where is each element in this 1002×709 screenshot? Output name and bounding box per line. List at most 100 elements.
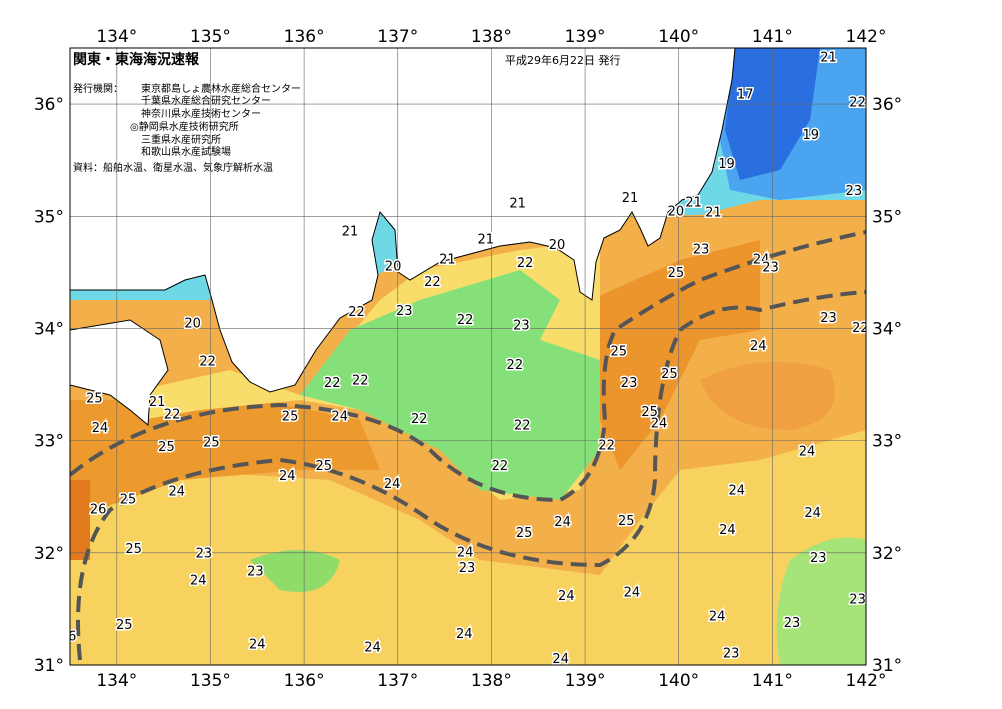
- contour-label: 21: [478, 232, 495, 247]
- lon-label-top: 141°: [752, 27, 793, 47]
- issuer-heading: 発行機関：: [73, 82, 123, 95]
- warm-core: [70, 480, 90, 560]
- contour-label: 22: [492, 459, 509, 474]
- lat-label-left: 33°: [34, 432, 64, 452]
- contour-label: 17: [737, 88, 754, 103]
- contour-label: 24: [384, 477, 401, 492]
- contour-label: 22: [507, 358, 524, 373]
- lon-label-top: 136°: [284, 27, 325, 47]
- contour-label: 22: [348, 305, 365, 320]
- lat-label-right: 35°: [872, 207, 902, 227]
- contour-label: 24: [457, 545, 474, 560]
- contour-label: 20: [385, 259, 402, 274]
- contour-label: 25: [668, 266, 685, 281]
- contour-label: 21: [622, 191, 639, 206]
- contour-label: 21: [509, 196, 526, 211]
- contour-label: 23: [513, 319, 530, 334]
- issuer: 東京都島しょ農林水産総合センター: [141, 82, 301, 95]
- contour-label: 26: [90, 503, 107, 518]
- graticule: [70, 48, 866, 665]
- contour-label: 26: [60, 629, 77, 644]
- lon-label-top: 135°: [190, 27, 231, 47]
- lon-label-bottom: 142°: [846, 671, 887, 691]
- contour-label: 25: [661, 367, 678, 382]
- contour-label: 23: [196, 546, 213, 561]
- contour-label: 23: [693, 242, 710, 257]
- axis-ticks: 134° 134° 135° 135° 136° 136° 137° 137° 138° 138°…: [34, 27, 902, 691]
- contour-label: 23: [849, 592, 866, 607]
- issuer: 和歌山県水産試験場: [141, 145, 231, 158]
- lon-label-top: 140°: [658, 27, 699, 47]
- contour-label: 24: [753, 253, 770, 268]
- land: [70, 319, 169, 427]
- contour-label: 24: [190, 573, 207, 588]
- contour-label: 21: [685, 195, 702, 210]
- lon-label-bottom: 141°: [752, 671, 793, 691]
- contour-label: 24: [799, 444, 816, 459]
- lon-label-bottom: 137°: [377, 671, 418, 691]
- contour-label: 22: [852, 321, 869, 336]
- contour-label: 24: [552, 652, 569, 667]
- lon-label-bottom: 136°: [284, 671, 325, 691]
- cool-patch: [250, 550, 340, 592]
- contour-label: 22: [424, 275, 441, 290]
- contour-label: 19: [718, 157, 735, 172]
- issue-date: 平成29年6月22日 発行: [505, 53, 621, 67]
- contour-label: 23: [820, 311, 837, 326]
- contour-label: 24: [558, 589, 575, 604]
- contour-label: 24: [804, 506, 821, 521]
- contour-label: 25: [125, 542, 142, 557]
- map-frame: [69, 47, 867, 666]
- contour-label: 20: [549, 238, 566, 253]
- contour-label: 24: [92, 421, 109, 436]
- lat-label-right: 32°: [872, 544, 902, 564]
- contour-label: 22: [324, 376, 341, 391]
- contour-label: 25: [641, 405, 658, 420]
- warm-zone: [70, 430, 866, 665]
- lat-label-right: 34°: [872, 319, 902, 339]
- contour-label: 24: [456, 627, 473, 642]
- contour-label: 21: [705, 205, 722, 220]
- contour-label: 25: [203, 435, 220, 450]
- warm-patch: [700, 362, 835, 430]
- contour-label: 24: [364, 641, 381, 656]
- land: [70, 48, 736, 393]
- contour-label: 22: [199, 355, 216, 370]
- contour-label: 19: [802, 128, 819, 143]
- lon-label-bottom: 139°: [565, 671, 606, 691]
- lon-label-bottom: 135°: [190, 671, 231, 691]
- contour-label: 23: [762, 260, 779, 275]
- lat-label-right: 31°: [872, 656, 902, 676]
- lon-label-top: 138°: [471, 27, 512, 47]
- contour-label: 25: [116, 618, 133, 633]
- lon-label-top: 139°: [565, 27, 606, 47]
- contour-label: 20: [668, 204, 685, 219]
- cool-zone: [300, 270, 600, 500]
- contour-label: 24: [168, 485, 185, 500]
- contour-label: 24: [279, 469, 296, 484]
- contour-label: 21: [149, 395, 166, 410]
- kuroshio-axis: [70, 230, 866, 503]
- warm-band: [590, 240, 760, 470]
- issuer: ◎静岡県水産技術研究所: [130, 120, 239, 133]
- contour-label: 23: [723, 646, 740, 661]
- lat-label-left: 32°: [34, 544, 64, 564]
- contour-label: 22: [514, 419, 531, 434]
- contour-label: 23: [621, 376, 638, 391]
- issuer: 神奈川県水産技術センター: [141, 107, 261, 120]
- contour-label: 25: [610, 345, 627, 360]
- lon-label-top: 134°: [96, 27, 137, 47]
- lat-label-right: 33°: [872, 432, 902, 452]
- contour-label: 25: [316, 459, 333, 474]
- contour-label: 24: [249, 637, 266, 652]
- contour-label: 23: [459, 561, 476, 576]
- contour-label: 22: [849, 95, 866, 110]
- lat-label-left: 35°: [34, 207, 64, 227]
- contour-label: 22: [164, 407, 181, 422]
- contour-label: 24: [728, 484, 745, 499]
- contour-label: 23: [396, 304, 413, 319]
- issuer: 千葉県水産総合研究センター: [141, 94, 271, 107]
- contour-label: 20: [184, 316, 201, 331]
